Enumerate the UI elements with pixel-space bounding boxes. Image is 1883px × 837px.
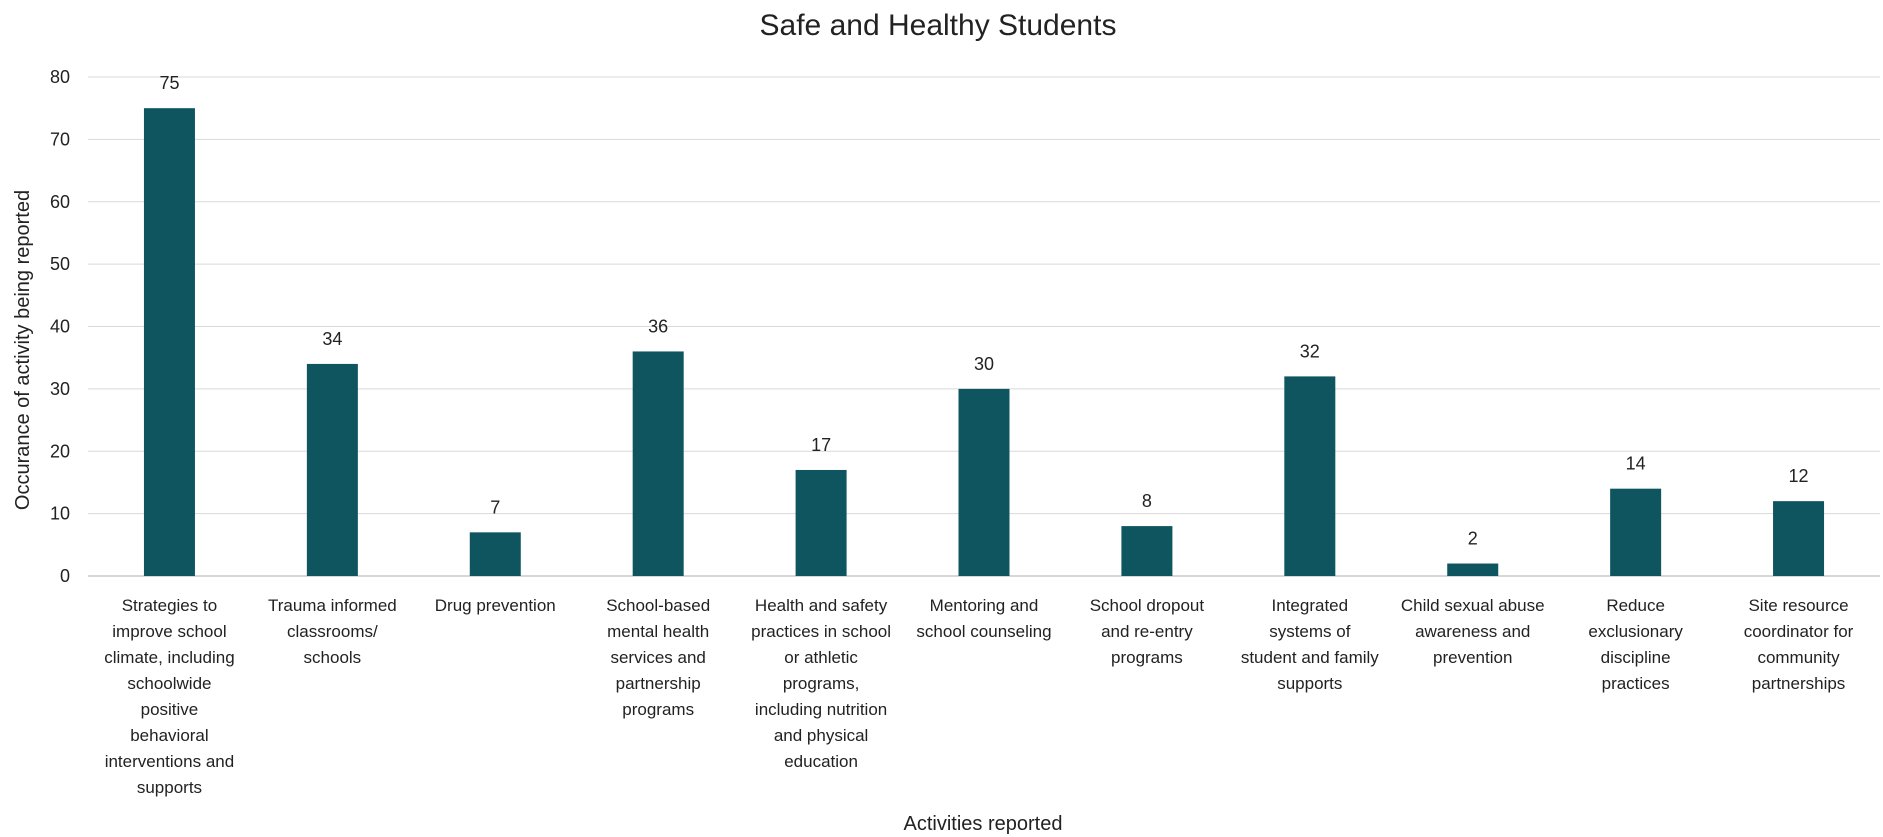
category-label-line: supports [137, 778, 202, 797]
category-label: Trauma informed classrooms/schools [268, 596, 397, 667]
category-label-line: practices in school [751, 622, 891, 641]
data-label: 8 [1142, 491, 1152, 511]
category-label-line: classrooms/ [287, 622, 378, 641]
y-tick-label: 10 [50, 504, 70, 524]
category-label-line: education [784, 752, 858, 771]
category-label-line: interventions and [105, 752, 234, 771]
category-label: Site resource coordinator for community par… [1744, 596, 1854, 693]
category-label-line: systems of [1269, 622, 1351, 641]
category-label-line: Health and safety [755, 596, 888, 615]
category-label: Integrated systems of student and family su… [1241, 596, 1379, 693]
category-label-line: climate, including [104, 648, 234, 667]
category-label-line: supports [1277, 674, 1342, 693]
category-label: Mentoring and school counseling [916, 596, 1051, 641]
bar [469, 532, 521, 576]
category-label-line: prevention [1433, 648, 1512, 667]
category-label-line: Child sexual abuse [1401, 596, 1545, 615]
data-label: 12 [1789, 466, 1809, 486]
category-label: Health and safety practices in school or a… [751, 596, 891, 771]
bar [1447, 563, 1499, 576]
data-label: 34 [322, 329, 342, 349]
category-label-line: Mentoring and [930, 596, 1039, 615]
category-label-line: exclusionary [1588, 622, 1683, 641]
category-label-line: School-based [606, 596, 710, 615]
category-label-line: including nutrition [755, 700, 887, 719]
y-tick-label: 80 [50, 67, 70, 87]
y-tick-label: 60 [50, 192, 70, 212]
gridlines [88, 76, 1880, 577]
y-tick-label: 50 [50, 254, 70, 274]
category-label-line: schools [304, 648, 362, 667]
category-label: Reduce exclusionary discipline practices [1588, 596, 1683, 693]
category-label-line: school counseling [916, 622, 1051, 641]
data-label: 30 [974, 354, 994, 374]
category-label-line: Site resource [1748, 596, 1848, 615]
bar [1773, 501, 1825, 576]
bar [143, 108, 195, 576]
x-axis-title: Activities reported [904, 813, 1063, 835]
category-label-line: mental health [607, 622, 709, 641]
y-tick-label: 0 [60, 566, 70, 586]
category-label-line: Reduce [1606, 596, 1665, 615]
bar [958, 388, 1010, 576]
y-tick-label: 40 [50, 317, 70, 337]
y-tick-label: 20 [50, 441, 70, 461]
category-label-line: or athletic [784, 648, 858, 667]
category-label-line: Drug prevention [435, 596, 556, 615]
data-label: 32 [1300, 341, 1320, 361]
category-label-line: discipline [1601, 648, 1671, 667]
category-label: School-based mental health services and par… [606, 596, 710, 719]
category-labels: Strategies to improve school climate, incl… [104, 596, 1853, 797]
category-label-line: schoolwide [127, 674, 211, 693]
data-label: 75 [159, 73, 179, 93]
category-label-line: services and [610, 648, 705, 667]
bar [1610, 488, 1662, 576]
y-tick-label: 30 [50, 379, 70, 399]
y-axis-title: Occurance of activity being reported [12, 190, 34, 510]
data-labels: 75 34 7 36 17 30 8 32 2 14 12 [159, 73, 1808, 548]
category-label-line: partnerships [1752, 674, 1846, 693]
bar [1284, 376, 1336, 576]
category-label-line: community [1757, 648, 1840, 667]
data-label: 14 [1626, 454, 1646, 474]
category-label-line: partnership [616, 674, 701, 693]
bar [306, 363, 358, 576]
category-label-line: practices [1602, 674, 1670, 693]
category-label-line: and re-entry [1101, 622, 1193, 641]
category-label-line: behavioral [130, 726, 208, 745]
category-label-line: improve school [112, 622, 226, 641]
data-label: 17 [811, 435, 831, 455]
data-label: 7 [490, 497, 500, 517]
chart-title: Safe and Healthy Students [760, 9, 1117, 42]
category-label: School dropout and re-entry programs [1090, 596, 1205, 667]
category-label-line: positive [141, 700, 199, 719]
data-label: 36 [648, 316, 668, 336]
category-label-line: and physical [774, 726, 869, 745]
category-label-line: programs [1111, 648, 1183, 667]
category-label-line: programs, [783, 674, 860, 693]
category-label: Child sexual abuse awareness and preventio… [1401, 596, 1545, 667]
category-label: Strategies to improve school climate, incl… [104, 596, 234, 797]
bar [1121, 526, 1173, 576]
data-label: 2 [1468, 529, 1478, 549]
category-label-line: Integrated [1272, 596, 1349, 615]
category-label-line: Trauma informed [268, 596, 397, 615]
category-label-line: coordinator for [1744, 622, 1854, 641]
category-label-line: awareness and [1415, 622, 1530, 641]
category-label-line: School dropout [1090, 596, 1205, 615]
bars [143, 108, 1825, 576]
y-axis-ticks: 0 10 20 30 40 50 60 70 80 [50, 67, 70, 586]
category-label-line: Strategies to [122, 596, 217, 615]
category-label-line: programs [622, 700, 694, 719]
bar [795, 469, 847, 576]
category-label-line: student and family [1241, 648, 1379, 667]
category-label: Drug prevention [435, 596, 556, 615]
bar [632, 351, 684, 576]
y-tick-label: 70 [50, 129, 70, 149]
